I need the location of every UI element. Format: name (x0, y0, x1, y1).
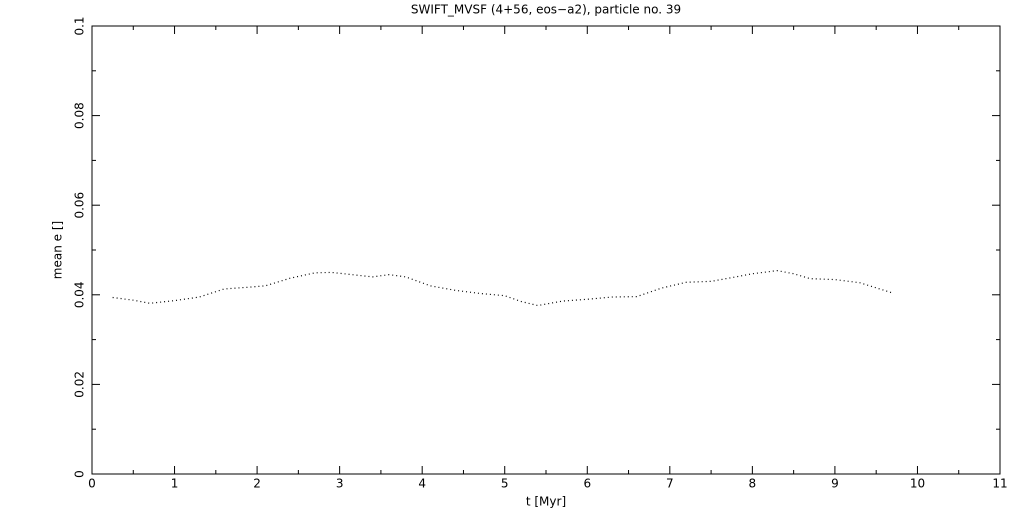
chart-title: SWIFT_MVSF (4+56, eos−a2), particle no. … (411, 3, 681, 17)
x-tick-label: 2 (253, 477, 261, 491)
x-tick-label: 4 (418, 477, 426, 491)
x-tick-label: 11 (992, 477, 1007, 491)
y-tick-label: 0.06 (73, 192, 87, 219)
x-tick-label: 3 (336, 477, 344, 491)
x-tick-label: 0 (88, 477, 96, 491)
x-tick-label: 9 (831, 477, 839, 491)
x-tick-label: 8 (749, 477, 757, 491)
x-tick-label: 5 (501, 477, 509, 491)
y-tick-label: 0.1 (73, 16, 87, 35)
x-tick-label: 6 (583, 477, 591, 491)
x-tick-label: 10 (910, 477, 925, 491)
x-axis-label: t [Myr] (526, 495, 566, 509)
y-axis-label: mean e [] (51, 221, 65, 279)
x-tick-label: 7 (666, 477, 674, 491)
plot-frame (91, 25, 1001, 475)
y-tick-label: 0 (73, 470, 87, 478)
data-line (112, 270, 893, 307)
y-tick-label: 0.02 (73, 371, 87, 398)
y-tick-label: 0.04 (73, 281, 87, 308)
y-tick-label: 0.08 (73, 102, 87, 129)
x-tick-label: 1 (171, 477, 179, 491)
